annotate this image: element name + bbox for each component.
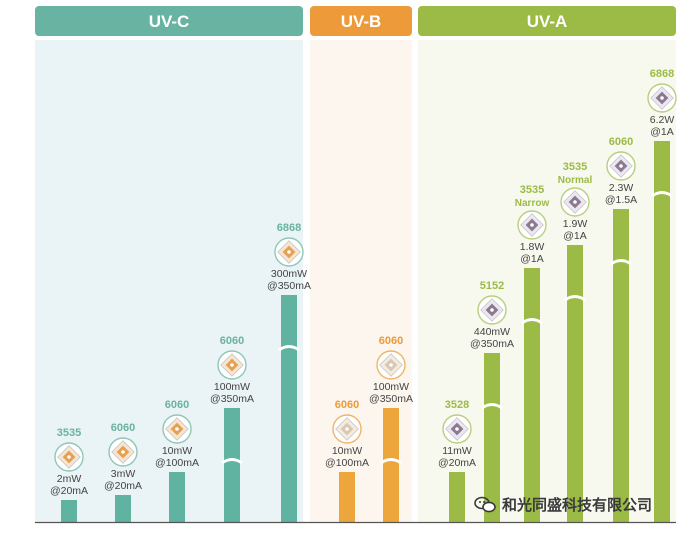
led-package-icon <box>442 414 472 444</box>
axis-break-mark <box>564 295 586 302</box>
package-label: 3535 <box>520 184 544 196</box>
power-label: 1.8W <box>520 241 545 253</box>
power-label: 10mW <box>332 445 362 457</box>
power-label: 440mW <box>474 326 510 338</box>
axis-break-mark <box>481 403 503 410</box>
power-label: 11mW <box>442 445 472 457</box>
watermark: 和光同盛科技有限公司 <box>474 494 652 515</box>
package-subtitle: Normal <box>558 175 593 186</box>
led-package-icon <box>108 437 138 467</box>
group-header-uv-c <box>35 6 303 36</box>
power-label: 2.3W <box>609 182 634 194</box>
bar <box>281 295 297 522</box>
power-label: 300mW <box>271 268 307 280</box>
led-package-icon <box>606 151 636 181</box>
bar <box>339 472 355 522</box>
group-header-label: UV-A <box>527 12 568 31</box>
package-label: 6868 <box>277 222 301 234</box>
package-label: 6060 <box>609 136 633 148</box>
power-label: 10mW <box>162 445 192 457</box>
led-package-icon <box>162 414 192 444</box>
power-label: 100mW <box>214 381 250 393</box>
led-package-icon <box>477 295 507 325</box>
led-package-icon <box>274 237 304 267</box>
bar <box>524 268 540 522</box>
group-header-uv-b <box>310 6 412 36</box>
watermark-text: 和光同盛科技有限公司 <box>502 496 653 514</box>
package-label: 5152 <box>480 280 504 292</box>
bar <box>224 408 240 522</box>
bar <box>567 245 583 522</box>
bar <box>383 408 399 522</box>
axis-break-mark <box>221 458 243 465</box>
bar <box>449 472 465 522</box>
led-package-icon <box>332 414 362 444</box>
led-package-icon <box>517 210 547 240</box>
package-label: 6060 <box>111 422 135 434</box>
axis-break-mark <box>278 345 300 352</box>
wechat-icon <box>474 496 496 514</box>
current-label: @20mA <box>438 457 476 469</box>
group-header-label: UV-C <box>149 12 190 31</box>
axis-break-mark <box>380 458 402 465</box>
current-label: @350mA <box>267 280 311 292</box>
bar <box>613 209 629 522</box>
led-package-icon <box>217 350 247 380</box>
current-label: @1A <box>563 230 587 242</box>
package-label: 6060 <box>335 399 359 411</box>
package-subtitle: Narrow <box>515 198 550 209</box>
axis-break-mark <box>651 191 673 198</box>
power-label: 100mW <box>373 381 409 393</box>
panel-bg-uv-c <box>35 40 303 522</box>
package-label: 6868 <box>650 68 674 80</box>
package-label: 6060 <box>220 335 244 347</box>
power-label: 3mW <box>111 468 136 480</box>
bar-group: @1A1.9W Normal 3535 <box>558 161 593 522</box>
current-label: @1A <box>520 253 544 265</box>
power-label: 1.9W <box>563 218 588 230</box>
bar <box>484 353 500 522</box>
led-package-icon <box>560 187 590 217</box>
package-label: 3535 <box>563 161 587 173</box>
bar <box>169 472 185 522</box>
current-label: @1.5A <box>605 194 637 206</box>
bar-group: @1A6.2W 6868 <box>647 68 677 522</box>
package-label: 3528 <box>445 399 469 411</box>
package-label: 6060 <box>165 399 189 411</box>
axis-break-mark <box>521 318 543 325</box>
current-label: @20mA <box>104 480 142 492</box>
led-package-icon <box>54 442 84 472</box>
current-label: @100mA <box>325 457 369 469</box>
current-label: @350mA <box>369 393 413 405</box>
package-label: 3535 <box>57 427 81 439</box>
bar-group: @1.5A2.3W 6060 <box>605 136 637 522</box>
bar <box>61 500 77 522</box>
axis-break-mark <box>610 259 632 266</box>
group-header-uv-a <box>418 6 676 36</box>
led-package-icon <box>647 83 677 113</box>
group-header-label: UV-B <box>341 12 382 31</box>
current-label: @20mA <box>50 485 88 497</box>
led-package-icon <box>376 350 406 380</box>
power-label: 2mW <box>57 473 82 485</box>
current-label: @100mA <box>155 457 199 469</box>
current-label: @350mA <box>210 393 254 405</box>
current-label: @350mA <box>470 338 514 350</box>
power-label: 6.2W <box>650 114 675 126</box>
package-label: 6060 <box>379 335 403 347</box>
current-label: @1A <box>650 126 674 138</box>
bar <box>654 141 670 522</box>
bar <box>115 495 131 522</box>
bar-group: @1A1.8W Narrow 3535 <box>515 184 550 522</box>
